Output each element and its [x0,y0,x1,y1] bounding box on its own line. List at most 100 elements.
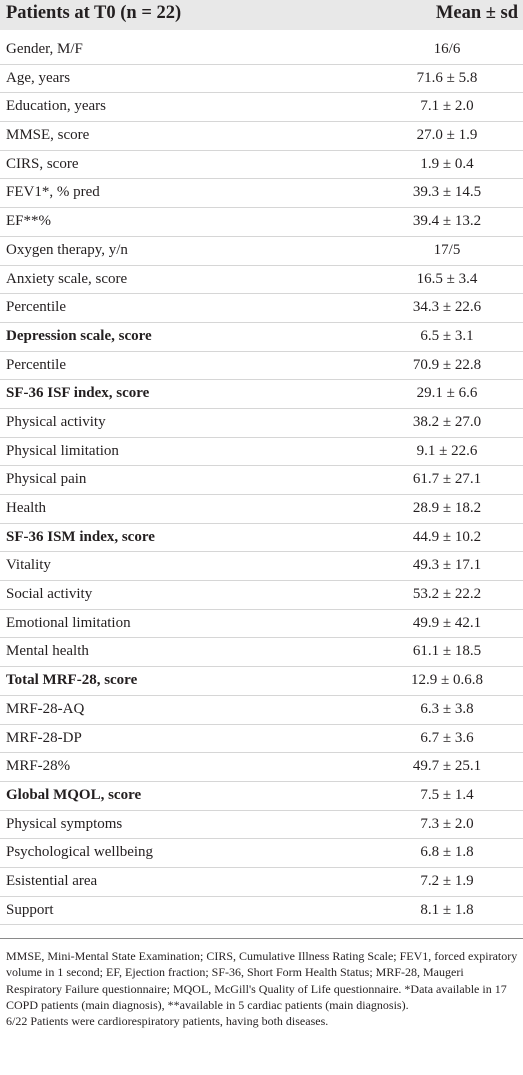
footnote-divider [0,938,523,939]
row-value: 16/6 [433,41,461,57]
row-label: Physical symptoms [6,815,123,832]
table-footnotes: MMSE, Mini-Mental State Examination; CIR… [6,948,518,1029]
table-row: Physical symptoms 7.3 ± 2.0 [0,811,523,840]
row-value: 6.3 ± 3.8 [420,700,474,717]
row-label: Physical activity [6,413,106,430]
row-value: 7.3 ± 2.0 [420,815,474,832]
row-label: Depression scale, score [6,327,152,344]
row-value: 44.9 ± 10.2 [412,528,482,545]
table-row: Depression scale, score 6.5 ± 3.1 [0,323,523,352]
table-row: Oxygen therapy, y/n 17/5 [0,237,523,266]
table-row: MRF-28% 49.7 ± 25.1 [0,753,523,782]
table-row: Gender, M/F 16/6 [0,36,523,65]
row-value: 6.5 ± 3.1 [420,327,474,344]
table-body: Gender, M/F 16/6 Age, years 71.6 ± 5.8 Educa… [0,36,523,926]
table-row: Vitality 49.3 ± 17.1 [0,552,523,582]
row-label: Gender, M/F [6,41,83,57]
table-row: Global MQOL, score 7.5 ± 1.4 [0,782,523,811]
row-value: 8.1 ± 1.8 [420,901,474,918]
row-value: 9.1 ± 22.6 [416,442,478,459]
row-value: 16.5 ± 3.4 [416,270,478,287]
row-label: Support [6,901,54,918]
row-label: Age, years [6,69,71,86]
row-value: 6.7 ± 3.6 [420,729,474,746]
row-value: 61.1 ± 18.5 [412,643,482,660]
row-label: SF-36 ISF index, score [6,385,150,402]
row-label: MRF-28-AQ [6,700,85,717]
row-value: 7.2 ± 1.9 [420,872,474,889]
header-mean-sd: Mean ± sd [435,3,518,23]
row-value: 71.6 ± 5.8 [416,69,478,86]
table-row: Total MRF-28, score 12.9 ± 0.6.8 [0,667,523,696]
row-value: 34.3 ± 22.6 [412,299,482,316]
row-value: 70.9 ± 22.8 [412,356,482,373]
table-row: Education, years 7.1 ± 2.0 [0,93,523,123]
table-row: SF-36 ISF index, score 29.1 ± 6.6 [0,380,523,409]
row-value: 7.5 ± 1.4 [420,786,474,803]
table-row: Esistential area 7.2 ± 1.9 [0,868,523,897]
row-label: Psychological wellbeing [6,844,154,861]
row-label: Emotional limitation [6,614,131,631]
table-row: FEV1*, % pred 39.3 ± 14.5 [0,179,523,209]
table-row: Psychological wellbeing 6.8 ± 1.8 [0,839,523,868]
row-value: 17/5 [433,241,461,258]
row-value: 7.1 ± 2.0 [420,98,474,115]
row-label: Percentile [6,356,66,373]
row-label: Physical limitation [6,442,119,459]
table-row: MRF-28-AQ 6.3 ± 3.8 [0,696,523,725]
table-row: CIRS, score 1.9 ± 0.4 [0,151,523,180]
row-label: Education, years [6,98,106,115]
row-label: Esistential area [6,872,98,889]
row-value: 39.4 ± 13.2 [412,213,482,230]
table-row: Mental health 61.1 ± 18.5 [0,638,523,668]
table-row: SF-36 ISM index, score 44.9 ± 10.2 [0,524,523,553]
row-value: 49.9 ± 42.1 [412,614,482,631]
table-row: Anxiety scale, score 16.5 ± 3.4 [0,266,523,295]
row-label: MRF-28% [6,758,71,775]
table-row: Percentile 70.9 ± 22.8 [0,352,523,381]
row-label: Social activity [6,586,93,603]
table-row: Social activity 53.2 ± 22.2 [0,581,523,610]
row-label: Vitality [6,557,51,574]
table-row: Age, years 71.6 ± 5.8 [0,65,523,94]
row-label: Global MQOL, score [6,786,142,803]
row-label: Physical pain [6,471,87,488]
row-value: 12.9 ± 0.6.8 [411,672,483,689]
table-header: Patients at T0 (n = 22) Mean ± sd [0,0,523,30]
header-patients: Patients at T0 (n = 22) [6,3,182,23]
row-label: Percentile [6,299,66,316]
table-row: EF**% 39.4 ± 13.2 [0,208,523,237]
row-label: CIRS, score [6,155,79,172]
row-value: 49.3 ± 17.1 [412,557,482,574]
row-label: MMSE, score [6,127,90,144]
row-label: Oxygen therapy, y/n [6,241,128,258]
table-row: Physical activity 38.2 ± 27.0 [0,409,523,438]
row-label: MRF-28-DP [6,729,82,746]
table-row: Support 8.1 ± 1.8 [0,897,523,926]
row-value: 28.9 ± 18.2 [412,500,482,516]
row-value: 53.2 ± 22.2 [412,586,482,603]
row-label: Mental health [6,643,89,660]
row-value: 39.3 ± 14.5 [412,184,482,201]
row-value: 6.8 ± 1.8 [420,844,474,861]
row-value: 61.7 ± 27.1 [412,471,482,488]
table-row: Physical limitation 9.1 ± 22.6 [0,438,523,467]
row-label: EF**% [6,213,51,230]
table-row: MMSE, score 27.0 ± 1.9 [0,122,523,151]
row-value: 27.0 ± 1.9 [416,127,478,144]
table-row: Health 28.9 ± 18.2 [0,495,523,524]
row-label: SF-36 ISM index, score [6,528,155,545]
footnote-abbreviations: MMSE, Mini-Mental State Examination; CIR… [6,949,518,1012]
row-label: Health [6,500,46,516]
table-row: Physical pain 61.7 ± 27.1 [0,466,523,495]
row-value: 1.9 ± 0.4 [420,155,474,172]
footnote-cardiorespiratory: 6/22 Patients were cardiorespiratory pat… [6,1014,329,1029]
table-row: MRF-28-DP 6.7 ± 3.6 [0,725,523,754]
table-row: Percentile 34.3 ± 22.6 [0,294,523,323]
row-value: 49.7 ± 25.1 [412,758,482,775]
row-label: Anxiety scale, score [6,270,128,287]
row-value: 38.2 ± 27.0 [412,413,482,430]
row-value: 29.1 ± 6.6 [416,385,478,402]
table-row: Emotional limitation 49.9 ± 42.1 [0,610,523,639]
